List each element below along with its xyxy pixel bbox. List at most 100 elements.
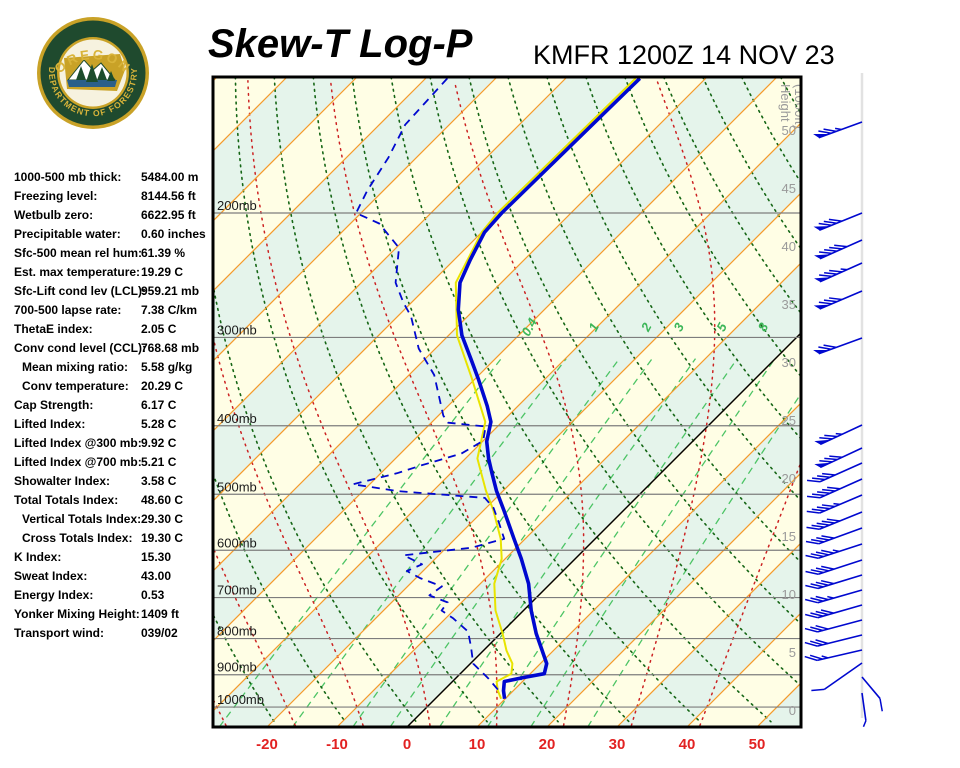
isotherm-band: [0, 77, 147, 727]
barb-full: [828, 297, 843, 301]
wind-barb: [805, 543, 863, 559]
isotherm-line: [213, 77, 778, 642]
stat-label: Precipitable water:: [14, 227, 121, 241]
barb-full: [815, 610, 829, 616]
barb-full: [822, 488, 836, 492]
barb-pennant: [813, 133, 830, 138]
dewpoint-trace: [351, 77, 506, 695]
isotherm-line: [213, 77, 358, 222]
isotherm-line: [213, 77, 708, 572]
moist-adiabat-line: [630, 80, 716, 727]
stat-value: 5.58 g/kg: [141, 360, 193, 374]
pressure-label: 200mb: [217, 198, 257, 213]
wind-barb: [813, 290, 863, 310]
height-axis-title: Height: [778, 84, 793, 122]
stat-value: 43.00: [141, 569, 172, 583]
barb-full: [821, 549, 835, 554]
wind-barb: [813, 121, 863, 139]
wind-barb: [806, 462, 863, 483]
barb-full: [805, 540, 819, 545]
wind-barb: [804, 634, 863, 647]
stat-value: 9.92 C: [141, 436, 177, 450]
isotherm-line: [213, 77, 498, 362]
barb-full: [818, 301, 832, 305]
barb-full: [811, 688, 825, 692]
stat-value: 6622.95 ft: [141, 208, 196, 222]
stat-row: Precipitable water: 0.60 inches: [14, 224, 214, 243]
temp-axis-label: 0: [403, 736, 411, 753]
stat-row: Transport wind: 039/02: [14, 623, 214, 642]
stat-label: Yonker Mixing Height:: [14, 607, 140, 621]
stat-label: Cap Strength:: [14, 398, 94, 412]
temp-axis-label: 40: [679, 736, 696, 753]
barb-full: [815, 581, 829, 586]
stat-label: 700-500 lapse rate:: [14, 303, 122, 317]
barb-half: [832, 549, 840, 553]
barb-full: [829, 455, 843, 458]
wind-barb: [804, 649, 863, 662]
stat-row: Lifted Index @300 mb: 9.92 C: [14, 433, 214, 452]
stat-value: 3.58 C: [141, 474, 177, 488]
isotherm-line: [0, 77, 147, 727]
stat-value: 48.60 C: [141, 493, 184, 507]
stat-row: Lifted Index @700 mb: 5.21 C: [14, 452, 214, 471]
barb-full: [810, 583, 824, 588]
dry-adiabat-line: [701, 77, 801, 251]
stat-row: Sweat Index: 43.00: [14, 566, 214, 585]
mixing-ratio-line: [530, 358, 776, 727]
wind-barb: [805, 527, 863, 545]
stat-value: 8144.56 ft: [141, 189, 196, 203]
wind-barb: [804, 589, 863, 604]
barb-full: [824, 457, 838, 461]
temp-axis-label: 50: [749, 736, 766, 753]
temp-axis-label: -20: [256, 736, 278, 753]
height-label: 40: [782, 239, 796, 254]
stat-label: Cross Totals Index:: [22, 531, 133, 545]
barb-full: [811, 477, 826, 481]
barb-full: [811, 538, 825, 543]
pressure-label: 700mb: [217, 583, 257, 598]
wind-barb: [814, 239, 863, 260]
barb-full: [879, 698, 883, 712]
page-title: Skew-T Log-P: [208, 22, 473, 66]
height-label: 45: [782, 181, 796, 196]
mixing-ratio-line: [218, 358, 502, 727]
barb-full: [805, 554, 819, 559]
moist-adiabat-line: [0, 81, 85, 726]
dry-adiabat-line: [312, 77, 630, 723]
barb-full: [809, 654, 823, 660]
barb-full: [810, 569, 824, 574]
stat-label: Showalter Index:: [14, 474, 111, 488]
dry-adiabat-line: [546, 77, 801, 503]
barb-full: [816, 536, 830, 541]
barb-half: [835, 432, 843, 435]
isotherm-line: [213, 77, 568, 432]
barb-full: [817, 475, 831, 478]
isotherm-line: [546, 472, 801, 727]
barb-full: [821, 520, 835, 524]
pressure-label: 600mb: [217, 535, 257, 550]
stat-value: 19.29 C: [141, 265, 184, 279]
dry-adiabat-line: [390, 77, 772, 723]
barb-full: [805, 584, 819, 590]
barb-full: [805, 570, 819, 575]
barb-full: [810, 597, 824, 602]
stat-value: 5.21 C: [141, 455, 177, 469]
temperature-trace: [456, 77, 642, 699]
height-label: 10: [782, 587, 796, 602]
moist-adiabat-line: [213, 545, 296, 727]
moist-adiabat-line: [39, 81, 156, 726]
stat-label: Energy Index:: [14, 588, 94, 602]
height-label: 30: [782, 355, 796, 370]
stat-value: 959.21 mb: [141, 284, 200, 298]
barb-full: [804, 655, 818, 662]
barb-full: [804, 598, 818, 604]
stat-label: Conv cond level (CCL):: [14, 341, 147, 355]
barb-full: [818, 346, 832, 350]
stat-label: Lifted Index @300 mb:: [14, 436, 142, 450]
barb-half: [833, 502, 840, 506]
stat-value: 29.30 C: [141, 512, 184, 526]
dry-adiabat-line: [213, 280, 417, 723]
height-axis-title: (1000ft): [792, 84, 807, 129]
